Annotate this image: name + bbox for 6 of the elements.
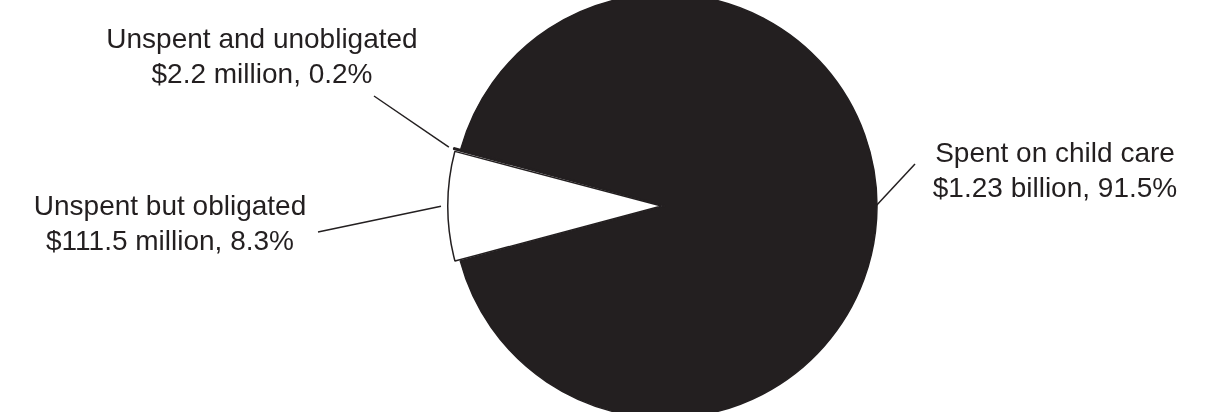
data-label: $111.5 million, 8.3%: [46, 225, 294, 256]
slice-label: Spent on child care: [935, 137, 1175, 168]
data-label: $2.2 million, 0.2%: [151, 58, 373, 89]
data-label: $1.23 billion, 91.5%: [932, 172, 1178, 203]
slice-label: Unspent but obligated: [33, 190, 307, 221]
slice-label: Unspent and unobligated: [106, 23, 418, 54]
